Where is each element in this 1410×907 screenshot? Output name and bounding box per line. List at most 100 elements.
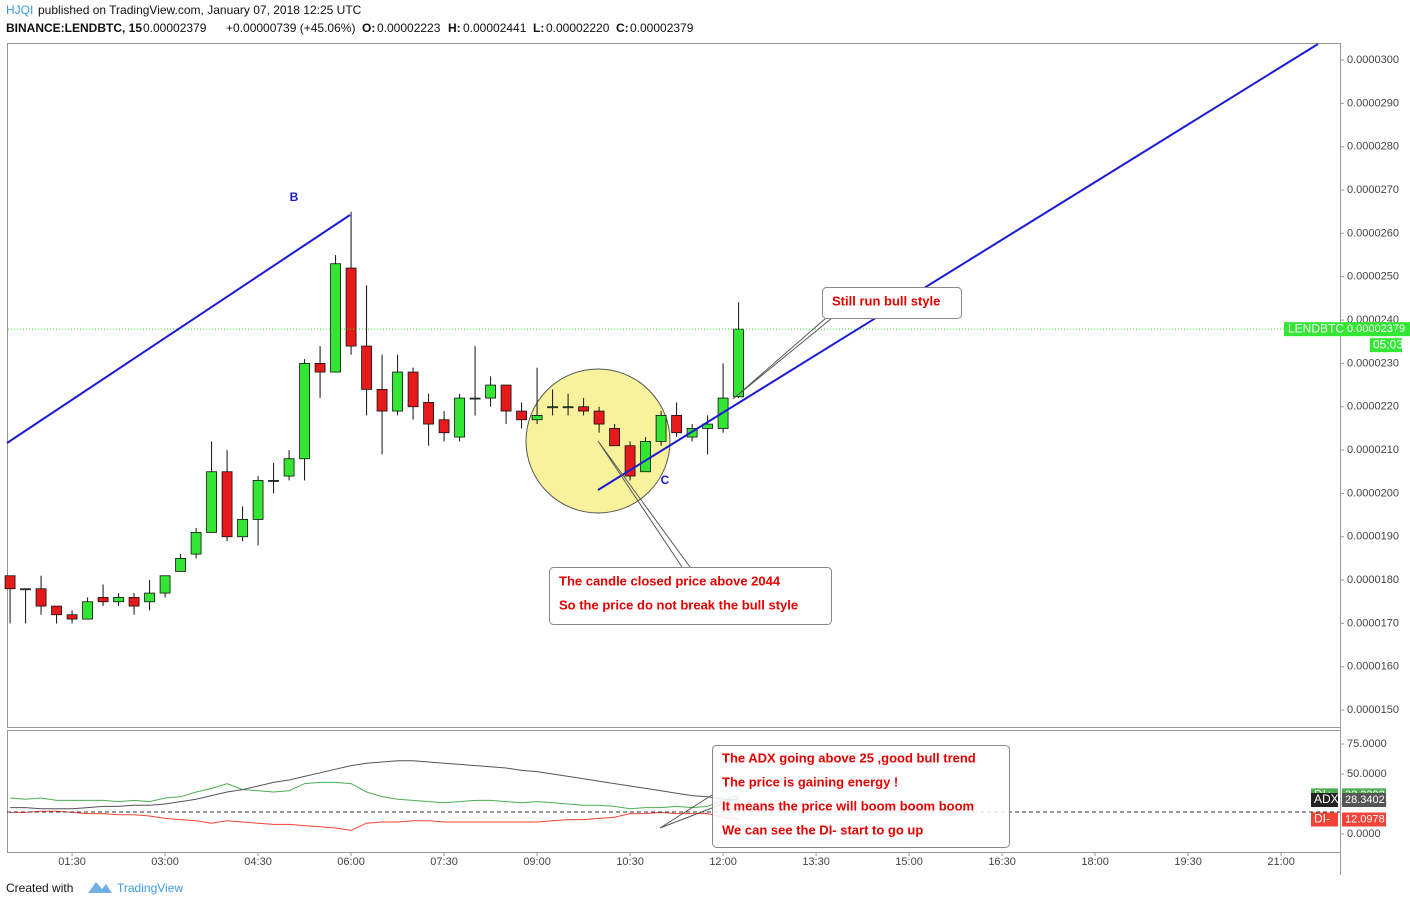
x-tick-label: 07:30 [430,856,458,868]
y-tick-label: 0.0000180 [1347,574,1399,586]
candle-body [314,362,326,373]
x-tick-label: 04:30 [244,856,272,868]
candle-body [330,263,341,373]
x-tick-label: 13:30 [802,856,830,868]
candle-body [97,597,109,603]
trend-line [597,43,1319,491]
y-tick-label: 0.0000200 [1347,487,1399,499]
candle-body [609,428,620,447]
callout-box [822,287,962,319]
h-label: H: [448,21,461,35]
x-tick-label: 18:00 [1081,856,1109,868]
indicator-line [10,760,739,810]
candle-body [175,558,186,572]
x-tick-label: 16:30 [988,856,1016,868]
candle-body [20,588,31,591]
x-tick-label: 01:30 [58,856,86,868]
candle-body [82,601,93,620]
callout-text: It means the price will boom boom boom [722,798,974,813]
x-tick-label: 10:30 [616,856,644,868]
y-tick-label: 0.0000270 [1347,184,1399,196]
candle-body [438,419,450,434]
author[interactable]: HJQI [6,3,33,17]
candle-body [206,471,217,533]
candle-body [516,410,527,421]
logo [88,882,112,893]
x-tick-label: 12:00 [709,856,737,868]
callout-text: The ADX going above 25 ,good bull trend [722,750,976,765]
candle-body [485,384,496,399]
y-tick-label: 50.0000 [1347,768,1387,780]
callout-box [712,745,1010,848]
l-label: L: [533,21,544,35]
x-tick-label: 19:30 [1174,856,1202,868]
y-tick-label: 0.0000190 [1347,531,1399,543]
c: 0.00002379 [630,21,694,35]
candle-body [655,415,667,442]
candle-body [376,389,388,412]
legend-badge [1311,793,1338,808]
callout-pointer [732,317,833,400]
x-tick-label: 06:00 [337,856,365,868]
published: published on TradingView.com, January 07… [38,3,362,17]
y-tick-label: 0.0000300 [1347,54,1399,66]
candle-body [361,345,372,390]
callout-pointer [597,440,691,568]
y-tick-label: 0.0000170 [1347,617,1399,629]
candle-body [578,406,589,412]
c-label: C: [616,21,629,35]
x-tick-label: 15:00 [895,856,923,868]
candle-body [252,480,264,520]
callout-text: We can see the DI- start to go up [722,822,923,837]
brand[interactable]: TradingView [117,881,183,895]
created-with: Created with [6,881,73,895]
legend-badge [1311,812,1338,827]
value-label: 28.3402 [1345,794,1385,806]
candle-body [299,362,310,460]
y-tick-label: 0.0000280 [1347,141,1399,153]
candle-body [640,441,651,473]
candle-body [51,605,62,616]
y-tick-label: 0.0000220 [1347,401,1399,413]
last-price-label: 0.00002379 [1347,323,1405,335]
candle-body [469,397,481,400]
value-badge [1342,793,1386,808]
y-tick-label: 0.0000260 [1347,227,1399,239]
candle-body [221,471,233,538]
candle-body [562,406,574,409]
candle-body [454,397,465,438]
callout-text: The price is gaining energy ! [722,774,898,789]
y-tick-label: 0.0000210 [1347,444,1399,456]
candle-body [283,458,295,477]
o-label: O: [362,21,375,35]
y-tick-label: 0.0000160 [1347,661,1399,673]
candle-body [159,575,171,594]
candle-body [237,519,248,538]
candle-body [144,592,155,603]
callout-box [549,567,832,625]
badges: LENDBTC0.0000237905:0332.2292DI+28.3402A… [1284,321,1410,827]
y-tick-label: 0.0000150 [1347,704,1399,716]
countdown-badge [1370,338,1402,353]
candle-body [190,532,202,555]
candle-body [624,445,636,477]
callout-text: Still run bull style [832,293,940,308]
candle-body [593,410,605,425]
y-tick-label: 0.0000 [1347,828,1381,840]
candle-body [531,415,543,421]
candle-body [500,384,512,412]
l: 0.00002220 [546,21,610,35]
candle-body [733,328,744,398]
candle-body [128,597,140,607]
candle-body [35,588,47,607]
value-label: 12.0978 [1345,813,1385,825]
h: 0.00002441 [463,21,527,35]
o: 0.00002223 [377,21,441,35]
legend-label: DI- [1314,812,1330,826]
y-tick-label: 75.0000 [1347,738,1387,750]
symbol-label: LENDBTC [1288,321,1344,335]
x-tick-label: 21:00 [1267,856,1295,868]
drawings-over: B C Still run bull style The candle clos… [6,43,1340,848]
callout-text: The candle closed price above 2044 [559,573,781,588]
